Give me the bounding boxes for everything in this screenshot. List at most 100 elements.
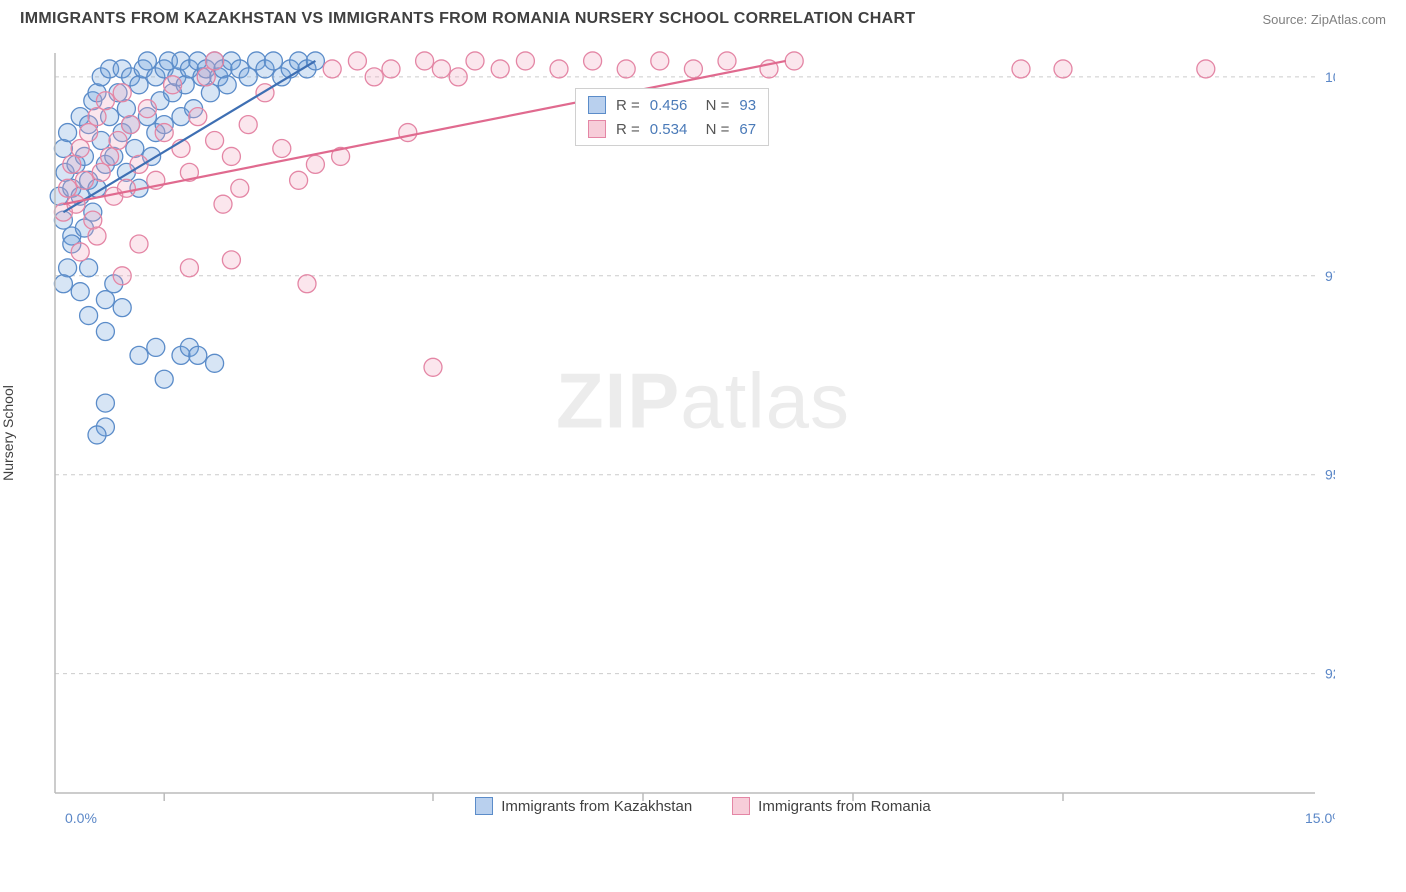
- legend-label: Immigrants from Romania: [758, 798, 931, 815]
- y-tick-label: 100.0%: [1325, 69, 1335, 85]
- data-point-romania: [130, 235, 148, 253]
- data-point-romania: [197, 68, 215, 86]
- data-point-kazakhstan: [59, 124, 77, 142]
- data-point-romania: [449, 68, 467, 86]
- stat-n-kz: 93: [739, 97, 756, 114]
- y-tick-label: 95.0%: [1325, 467, 1335, 483]
- data-point-romania: [92, 163, 110, 181]
- data-point-romania: [323, 60, 341, 78]
- scatter-plot-svg: 92.5%95.0%97.5%100.0%0.0%15.0%: [45, 43, 1335, 833]
- data-point-kazakhstan: [155, 370, 173, 388]
- data-point-romania: [466, 52, 484, 70]
- bottom-legend: Immigrants from Kazakhstan Immigrants fr…: [0, 797, 1406, 815]
- data-point-romania: [718, 52, 736, 70]
- data-point-romania: [584, 52, 602, 70]
- data-point-kazakhstan: [264, 52, 282, 70]
- y-axis-label: Nursery School: [0, 385, 16, 481]
- swatch-romania: [732, 797, 750, 815]
- legend-item-kazakhstan: Immigrants from Kazakhstan: [475, 797, 692, 815]
- data-point-romania: [71, 139, 89, 157]
- data-point-kazakhstan: [113, 299, 131, 317]
- data-point-kazakhstan: [189, 346, 207, 364]
- data-point-kazakhstan: [59, 259, 77, 277]
- swatch-romania: [588, 120, 606, 138]
- data-point-romania: [365, 68, 383, 86]
- stat-n-ro: 67: [739, 121, 756, 138]
- data-point-romania: [222, 147, 240, 165]
- data-point-romania: [71, 243, 89, 261]
- data-point-romania: [59, 179, 77, 197]
- data-point-kazakhstan: [126, 139, 144, 157]
- data-point-kazakhstan: [218, 76, 236, 94]
- data-point-romania: [684, 60, 702, 78]
- source-label: Source: ZipAtlas.com: [1262, 12, 1386, 27]
- data-point-romania: [290, 171, 308, 189]
- data-point-romania: [306, 155, 324, 173]
- data-point-romania: [1054, 60, 1072, 78]
- data-point-romania: [424, 358, 442, 376]
- data-point-romania: [88, 227, 106, 245]
- data-point-romania: [96, 92, 114, 110]
- data-point-kazakhstan: [96, 291, 114, 309]
- stats-row-kazakhstan: R = 0.456 N = 93: [576, 93, 768, 117]
- data-point-romania: [117, 179, 135, 197]
- data-point-romania: [1197, 60, 1215, 78]
- data-point-romania: [516, 52, 534, 70]
- data-point-kazakhstan: [147, 338, 165, 356]
- data-point-romania: [348, 52, 366, 70]
- stats-row-romania: R = 0.534 N = 67: [576, 117, 768, 141]
- legend-item-romania: Immigrants from Romania: [732, 797, 931, 815]
- data-point-romania: [109, 132, 127, 150]
- data-point-romania: [63, 155, 81, 173]
- data-point-kazakhstan: [96, 394, 114, 412]
- swatch-kazakhstan: [588, 96, 606, 114]
- data-point-romania: [239, 116, 257, 134]
- data-point-kazakhstan: [96, 322, 114, 340]
- data-point-romania: [80, 124, 98, 142]
- stat-r-ro: 0.534: [650, 121, 688, 138]
- data-point-kazakhstan: [71, 283, 89, 301]
- data-point-romania: [113, 84, 131, 102]
- data-point-romania: [101, 147, 119, 165]
- data-point-romania: [138, 100, 156, 118]
- data-point-romania: [298, 275, 316, 293]
- stat-r-kz: 0.456: [650, 97, 688, 114]
- data-point-romania: [432, 60, 450, 78]
- data-point-romania: [155, 124, 173, 142]
- data-point-romania: [84, 211, 102, 229]
- data-point-romania: [1012, 60, 1030, 78]
- data-point-kazakhstan: [306, 52, 324, 70]
- data-point-kazakhstan: [239, 68, 257, 86]
- data-point-kazakhstan: [117, 100, 135, 118]
- data-point-romania: [222, 251, 240, 269]
- data-point-romania: [113, 267, 131, 285]
- data-point-romania: [164, 76, 182, 94]
- data-point-kazakhstan: [201, 84, 219, 102]
- data-point-romania: [180, 259, 198, 277]
- data-point-romania: [189, 108, 207, 126]
- stat-label: N =: [697, 97, 729, 114]
- data-point-romania: [88, 108, 106, 126]
- stat-label: R =: [616, 121, 640, 138]
- data-point-kazakhstan: [130, 76, 148, 94]
- data-point-romania: [416, 52, 434, 70]
- data-point-romania: [550, 60, 568, 78]
- data-point-romania: [206, 52, 224, 70]
- stat-label: R =: [616, 97, 640, 114]
- data-point-kazakhstan: [80, 307, 98, 325]
- data-point-romania: [206, 132, 224, 150]
- data-point-kazakhstan: [130, 346, 148, 364]
- data-point-kazakhstan: [54, 139, 72, 157]
- chart-area: Nursery School 92.5%95.0%97.5%100.0%0.0%…: [0, 33, 1406, 833]
- y-tick-label: 97.5%: [1325, 268, 1335, 284]
- data-point-kazakhstan: [54, 275, 72, 293]
- data-point-romania: [75, 171, 93, 189]
- data-point-romania: [785, 52, 803, 70]
- data-point-kazakhstan: [138, 52, 156, 70]
- legend-label: Immigrants from Kazakhstan: [501, 798, 692, 815]
- data-point-kazakhstan: [88, 426, 106, 444]
- stat-label: N =: [697, 121, 729, 138]
- data-point-romania: [122, 116, 140, 134]
- y-tick-label: 92.5%: [1325, 666, 1335, 682]
- data-point-romania: [273, 139, 291, 157]
